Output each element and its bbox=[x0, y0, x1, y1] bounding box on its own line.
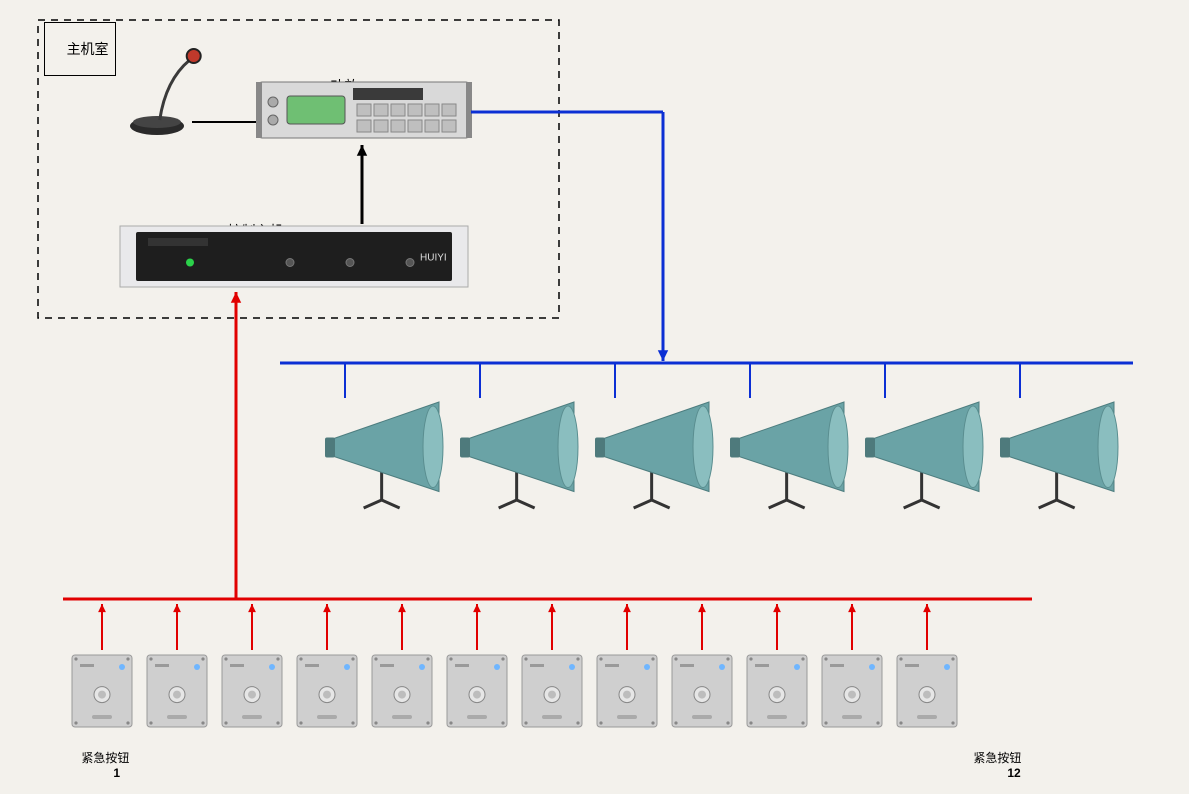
speaker-icon bbox=[730, 402, 848, 508]
emergency-button-panel bbox=[747, 655, 807, 727]
emergency-button-panel bbox=[522, 655, 582, 727]
controller-label: 控制主机 bbox=[212, 205, 284, 257]
diagram-canvas: 主机室 功放 控制主机 紧急按钮 1 紧急按钮 12 HUIYI bbox=[0, 0, 1189, 782]
emergency-button-num-left: 1 bbox=[100, 752, 120, 794]
speaker-icon bbox=[865, 402, 983, 508]
emergency-button-panel bbox=[897, 655, 957, 727]
speaker-icon bbox=[595, 402, 713, 508]
emergency-button-label-left: 紧急按钮 bbox=[68, 735, 129, 780]
emergency-button-panel bbox=[222, 655, 282, 727]
diagram-svg-layer: HUIYI bbox=[0, 0, 1189, 782]
emergency-button-panel bbox=[372, 655, 432, 727]
speaker-icon bbox=[325, 402, 443, 508]
emergency-button-panel bbox=[447, 655, 507, 727]
emergency-button-panel bbox=[672, 655, 732, 727]
emergency-button-panel bbox=[597, 655, 657, 727]
amplifier-label: 功放 bbox=[315, 60, 359, 112]
speaker-icon bbox=[460, 402, 578, 508]
host-room-text: 主机室 bbox=[67, 41, 109, 57]
emergency-button-panel bbox=[822, 655, 882, 727]
emergency-button-panel bbox=[147, 655, 207, 727]
emergency-button-panel bbox=[297, 655, 357, 727]
emergency-button-num-right: 12 bbox=[994, 752, 1021, 794]
speaker-icon bbox=[1000, 402, 1118, 508]
svg-text:HUIYI: HUIYI bbox=[420, 253, 447, 264]
host-room-frame-label: 主机室 bbox=[44, 22, 116, 76]
emergency-button-panel bbox=[72, 655, 132, 727]
